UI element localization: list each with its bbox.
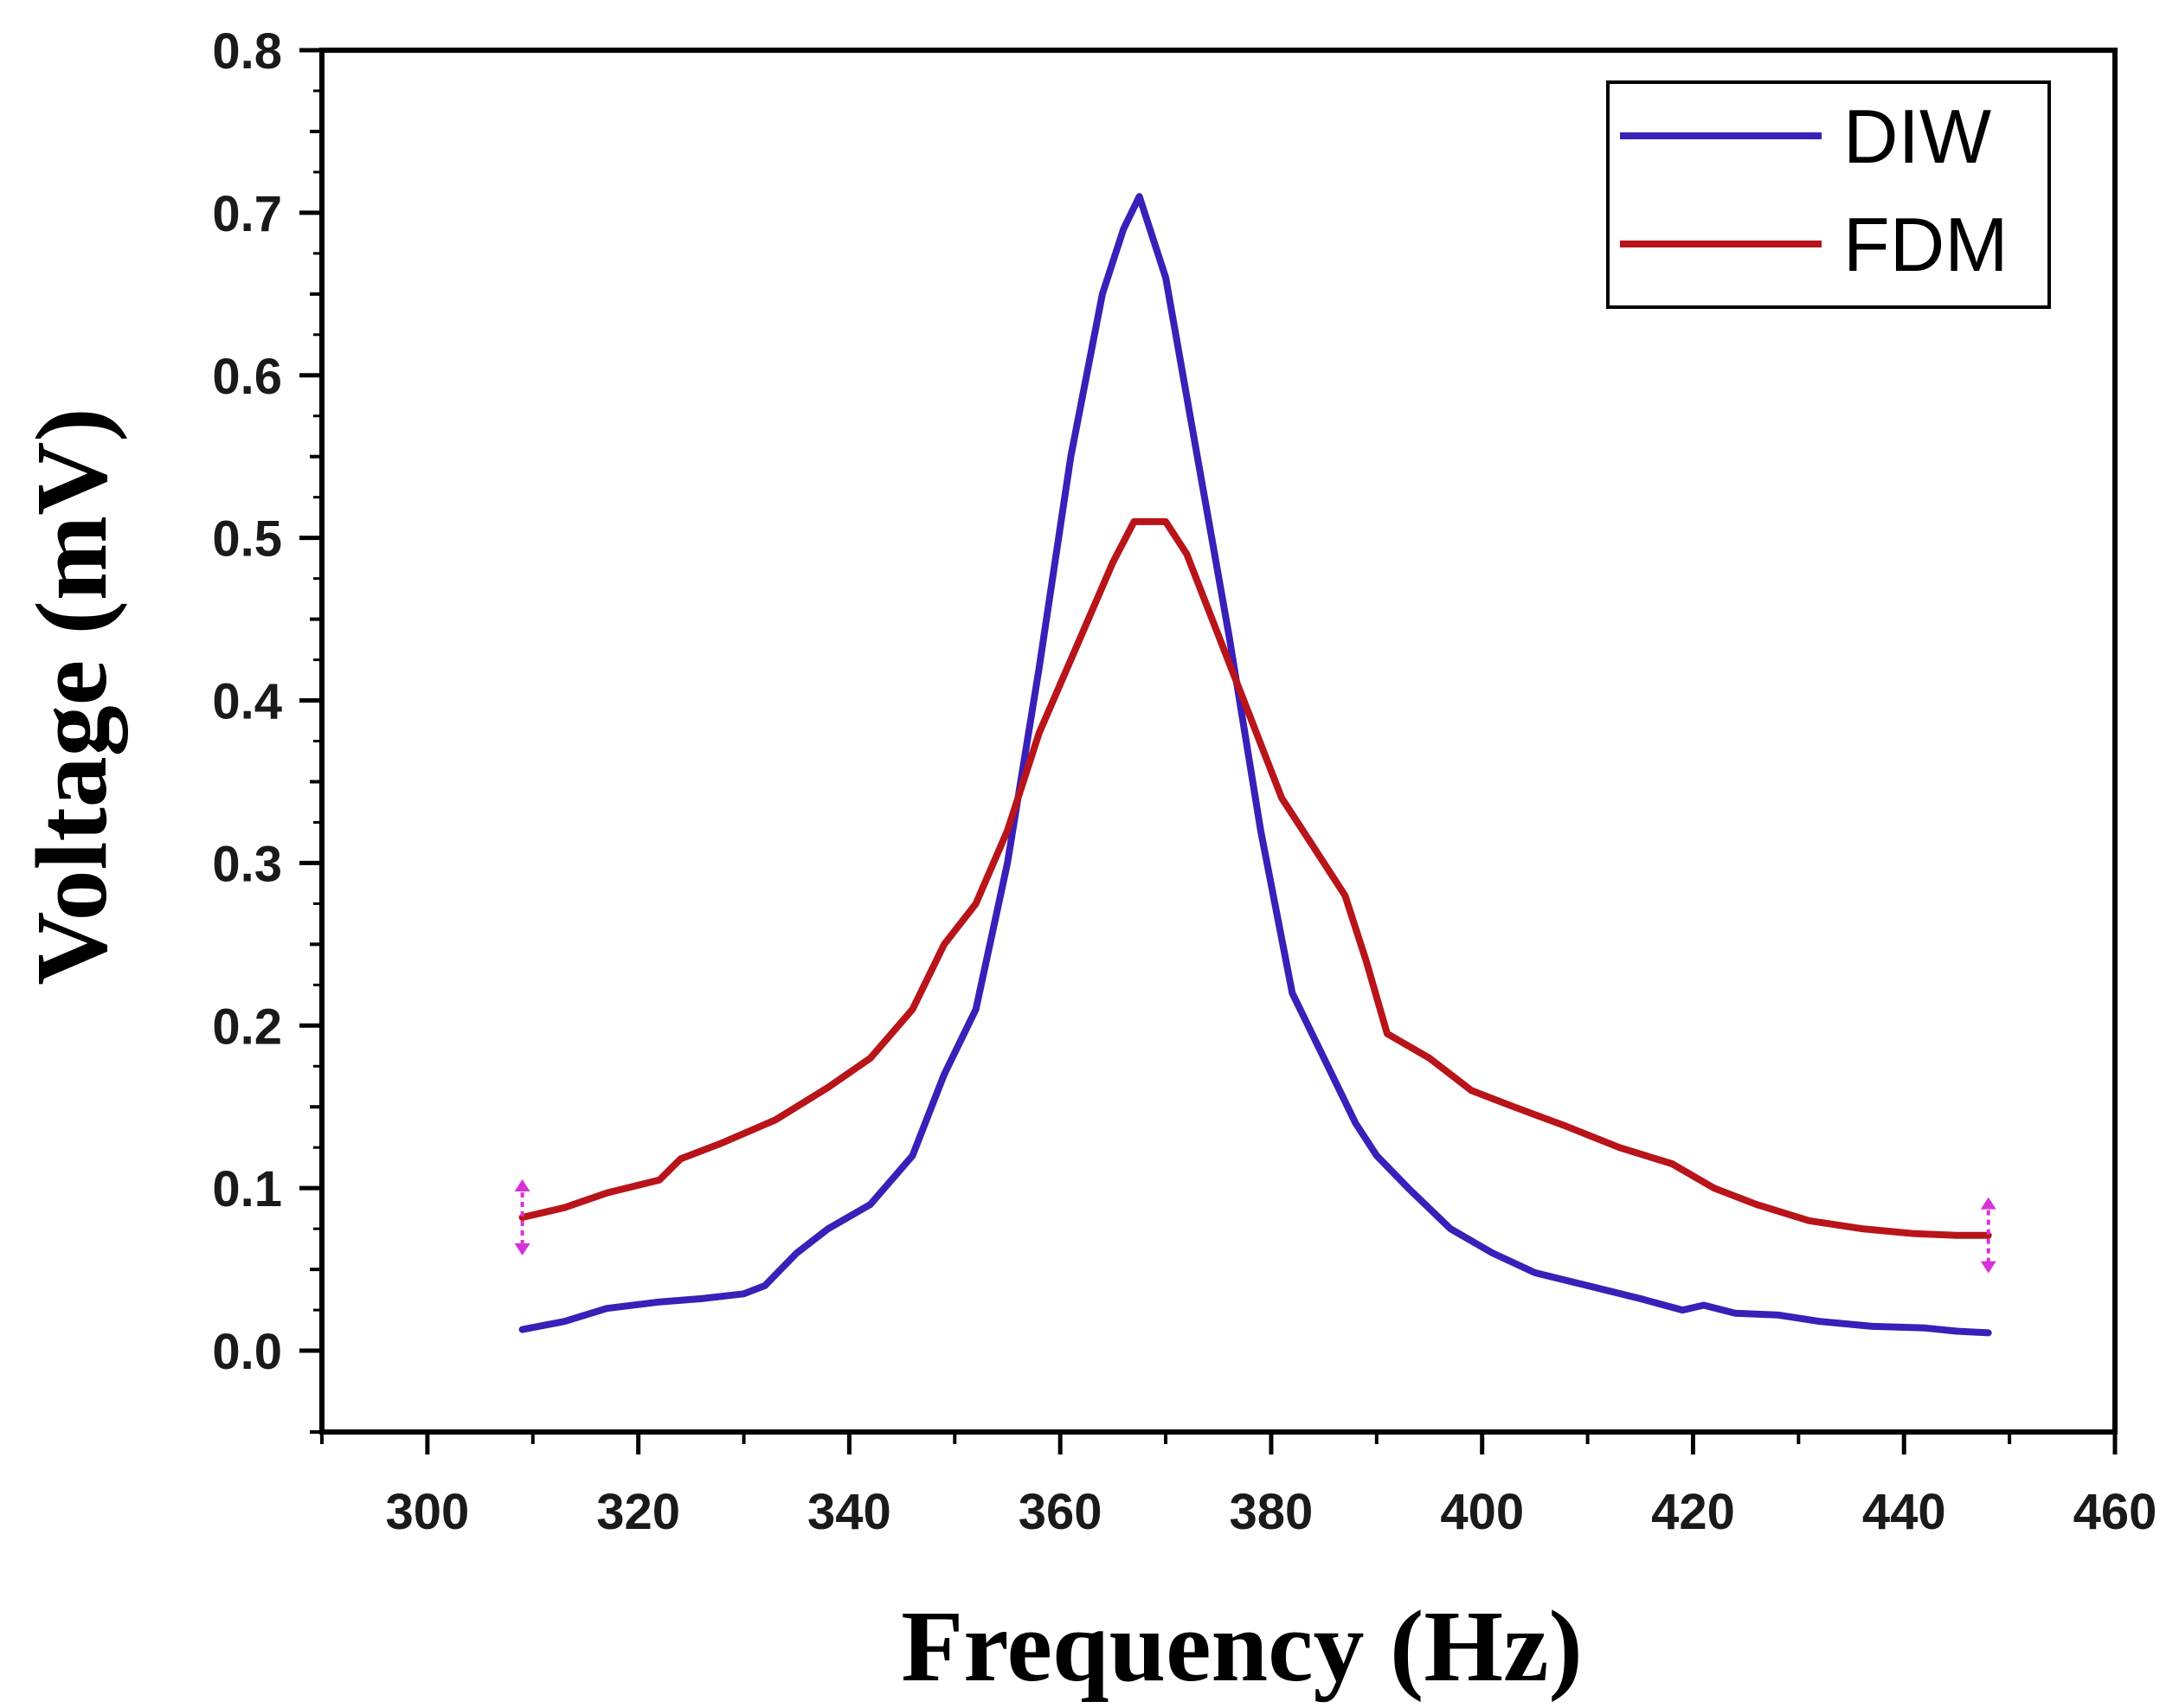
x-tick-label: 320 [596, 1484, 680, 1540]
legend-label-diw: DIW [1843, 93, 1991, 179]
x-tick-label: 420 [1651, 1484, 1735, 1540]
x-tick-label: 300 [385, 1484, 469, 1540]
y-tick-label: 0.8 [212, 23, 282, 80]
range-marker [514, 1178, 530, 1255]
y-tick-label: 0.5 [212, 511, 282, 568]
y-tick-label: 0.7 [212, 186, 282, 242]
series-line-diw [518, 193, 1992, 1337]
y-tick-label: 0.0 [212, 1324, 282, 1380]
x-tick-label: 340 [807, 1484, 891, 1540]
x-tick-label: 400 [1440, 1484, 1524, 1540]
y-tick-label: 0.3 [212, 836, 282, 892]
legend-label-fdm: FDM [1843, 202, 2009, 287]
y-axis-title: Voltage (mV) [15, 408, 128, 985]
series-line-fdm [518, 517, 1992, 1239]
y-tick-label: 0.6 [212, 349, 282, 405]
y-tick-label: 0.1 [212, 1161, 282, 1217]
x-tick-label: 460 [2073, 1484, 2157, 1540]
legend: DIW FDM [1606, 80, 2051, 309]
range-marker [1980, 1197, 1996, 1274]
x-tick-label: 440 [1862, 1484, 1946, 1540]
x-tick-label: 380 [1230, 1484, 1314, 1540]
x-tick-label: 360 [1019, 1484, 1102, 1540]
y-tick-label: 0.2 [212, 998, 282, 1055]
legend-box [1606, 80, 2051, 309]
y-tick-label: 0.4 [212, 674, 282, 730]
x-axis-title: Frequency (Hz) [901, 1589, 1583, 1703]
